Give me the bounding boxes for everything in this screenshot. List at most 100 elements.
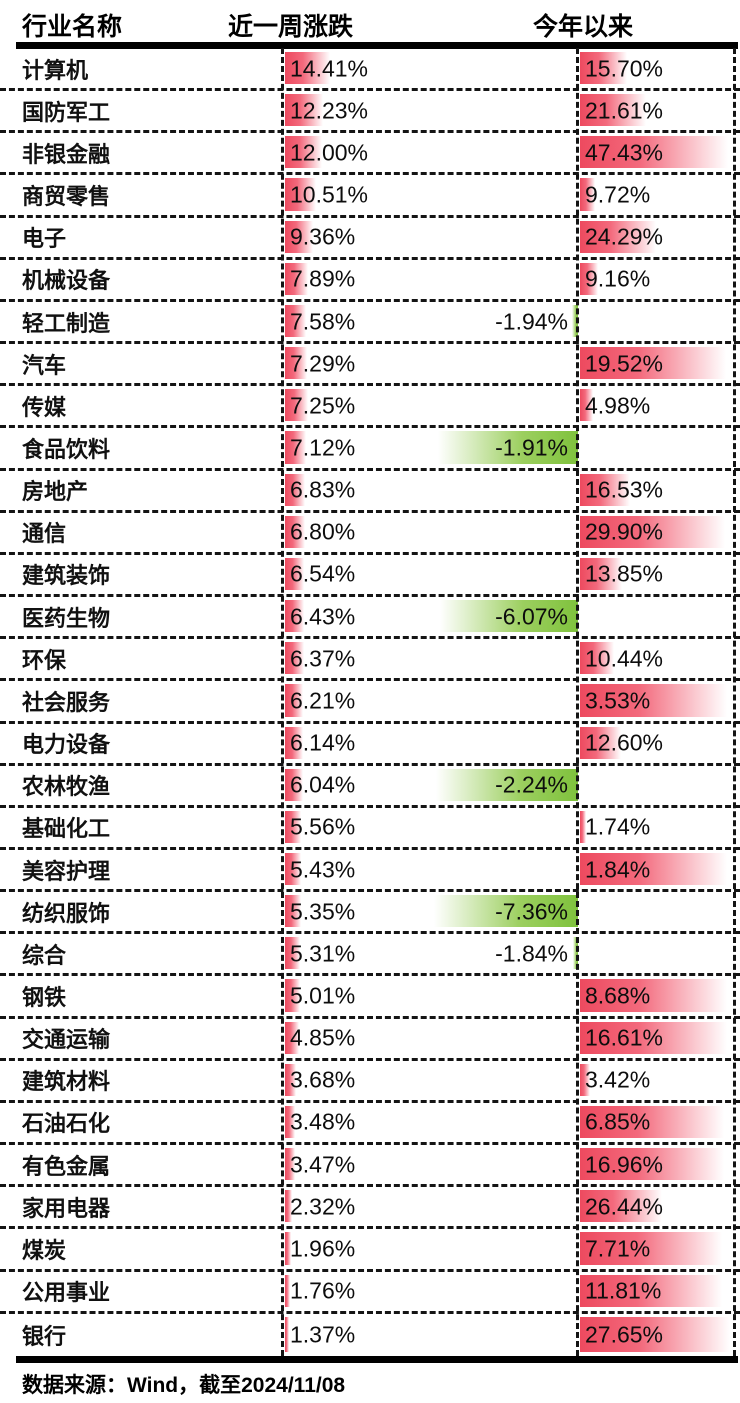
right-table-border <box>733 48 736 1356</box>
week-change-bar <box>285 52 330 85</box>
table-row: 社会服务 6.21% 3.53% <box>0 681 740 724</box>
week-change-value: 7.89% <box>290 265 356 292</box>
table-row: 有色金属 3.47% 16.96% <box>0 1145 740 1188</box>
ytd-change-bar <box>580 642 614 675</box>
ytd-change-bar <box>580 220 656 253</box>
week-change-value: 1.96% <box>290 1235 356 1262</box>
ytd-change-bar <box>580 810 586 843</box>
ytd-change-bar <box>580 473 630 506</box>
ytd-change-value: 47.43% <box>585 139 664 166</box>
table-row: 非银金融 12.00% 47.43% <box>0 133 740 176</box>
table-row: 商贸零售 10.51% 9.72% <box>0 175 740 218</box>
week-change-value: 5.43% <box>290 856 356 883</box>
ytd-change-value: 26.44% <box>585 1193 664 1220</box>
week-change-value: 6.04% <box>290 771 356 798</box>
industry-name: 家用电器 <box>22 1195 111 1221</box>
ytd-change-bar <box>580 1063 590 1096</box>
ytd-change-value: 9.72% <box>585 181 651 208</box>
ytd-column-divider <box>576 48 579 1356</box>
industry-name: 基础化工 <box>22 816 111 842</box>
industry-name: 钢铁 <box>22 985 67 1011</box>
ytd-change-bar <box>580 1021 727 1054</box>
industry-name: 医药生物 <box>22 605 111 631</box>
week-change-value: 3.47% <box>290 1151 356 1178</box>
table-row: 传媒 7.25% 4.98% <box>0 386 740 429</box>
industry-name: 商贸零售 <box>22 184 111 210</box>
ytd-change-value: 11.81% <box>585 1277 662 1304</box>
ytd-change-value: 21.61% <box>585 97 664 124</box>
table-row: 家用电器 2.32% 26.44% <box>0 1187 740 1230</box>
data-source-note: 数据来源：Wind，截至2024/11/08 <box>22 1374 346 1397</box>
table-row: 计算机 14.41% 15.70% <box>0 49 740 92</box>
industry-name: 电子 <box>22 226 67 252</box>
table-row: 轻工制造 7.58% -1.94% <box>0 302 740 345</box>
week-change-value: 7.29% <box>290 350 356 377</box>
ytd-change-bar <box>572 304 578 338</box>
column-header-week-change: 近一周涨跌 <box>228 13 354 41</box>
table-row: 煤炭 1.96% 7.71% <box>0 1229 740 1272</box>
ytd-change-bar <box>580 684 727 717</box>
week-change-value: 5.56% <box>290 813 356 840</box>
ytd-change-bar <box>580 1316 730 1352</box>
ytd-change-value: 1.84% <box>585 856 651 883</box>
week-change-bar <box>285 937 300 970</box>
industry-name: 美容护理 <box>22 858 111 884</box>
ytd-change-value: 8.68% <box>585 982 651 1009</box>
industry-name: 环保 <box>22 647 67 673</box>
industry-name: 综合 <box>22 942 67 968</box>
week-change-bar <box>285 726 303 759</box>
week-change-value: 6.37% <box>290 645 356 672</box>
industry-name: 交通运输 <box>22 1027 111 1053</box>
ytd-change-value: 10.44% <box>585 645 664 672</box>
industry-name: 农林牧渔 <box>22 774 111 800</box>
ytd-change-value: -6.07% <box>495 603 568 630</box>
ytd-change-bar <box>436 768 578 801</box>
table-row: 通信 6.80% 29.90% <box>0 513 740 555</box>
ytd-change-value: -1.94% <box>495 308 568 335</box>
ytd-change-bar <box>580 178 595 211</box>
ytd-change-value: 16.61% <box>585 1024 664 1051</box>
table-row: 基础化工 5.56% 1.74% <box>0 808 740 850</box>
industry-name: 石油石化 <box>22 1111 111 1137</box>
ytd-change-value: 9.16% <box>585 265 651 292</box>
week-change-bar <box>285 600 304 633</box>
table-row: 农林牧渔 6.04% -2.24% <box>0 766 740 808</box>
ytd-change-bar <box>438 431 578 464</box>
week-change-value: 5.01% <box>290 982 356 1009</box>
week-change-value: 7.58% <box>290 308 356 335</box>
ytd-change-value: 4.98% <box>585 392 651 419</box>
week-change-bar <box>285 1021 299 1054</box>
week-change-bar <box>285 431 306 464</box>
footer-rule <box>16 1356 738 1363</box>
week-change-value: 7.25% <box>290 392 356 419</box>
ytd-change-bar <box>580 515 725 548</box>
week-change-value: 3.48% <box>290 1108 356 1135</box>
table-row: 机械设备 7.89% 9.16% <box>0 260 740 302</box>
week-change-value: 1.76% <box>290 1277 356 1304</box>
ytd-change-value: -2.24% <box>495 771 568 798</box>
industry-name: 通信 <box>22 521 67 547</box>
table-row: 交通运输 4.85% 16.61% <box>0 1019 740 1061</box>
table-row: 环保 6.37% 10.44% <box>0 639 740 682</box>
week-change-bar <box>285 304 306 338</box>
week-change-bar <box>285 178 316 211</box>
industry-name: 公用事业 <box>22 1280 111 1306</box>
industry-name: 传媒 <box>22 394 67 420</box>
ytd-change-value: 24.29% <box>585 223 664 250</box>
week-change-bar <box>285 262 308 295</box>
week-change-value: 1.37% <box>290 1321 356 1348</box>
week-change-bar <box>285 642 304 675</box>
week-change-bar <box>285 1316 289 1352</box>
header-rule <box>16 42 738 49</box>
week-change-value: 5.35% <box>290 898 356 925</box>
week-change-bar <box>285 895 301 928</box>
ytd-change-value: 12.60% <box>585 729 664 756</box>
industry-name: 计算机 <box>22 57 89 83</box>
week-change-bar <box>285 768 303 801</box>
ytd-change-value: 16.96% <box>585 1151 664 1178</box>
week-change-bar <box>285 979 300 1012</box>
week-change-value: 9.36% <box>290 223 356 250</box>
week-change-bar <box>285 1063 296 1096</box>
week-change-value: 14.41% <box>290 55 369 82</box>
ytd-change-value: -1.91% <box>495 434 568 461</box>
